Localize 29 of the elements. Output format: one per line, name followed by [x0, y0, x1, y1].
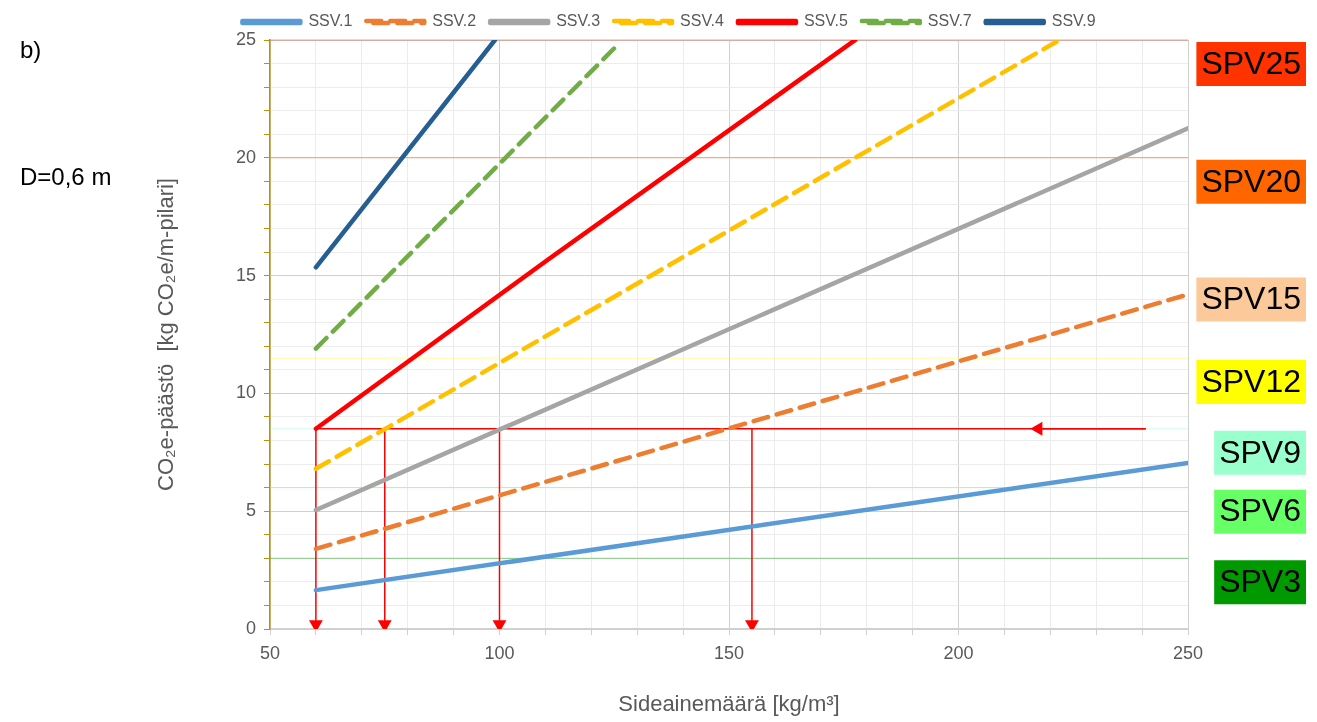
y-tick-label: 10 — [235, 382, 256, 403]
y-tick-label: 5 — [245, 500, 256, 521]
x-tick-label: 150 — [713, 642, 745, 663]
legend-label: SSV.4 — [680, 12, 725, 30]
legend-label: SSV.2 — [432, 12, 477, 30]
legend-label: SSV.1 — [308, 12, 353, 30]
legend-label: SSV.3 — [556, 12, 601, 30]
y-axis-title: CO₂e-päästö [kg CO₂e/m-pilari] — [153, 178, 179, 491]
ref-line-label: SPV25 — [1201, 44, 1301, 81]
ref-line-label: SPV9 — [1219, 433, 1301, 470]
legend-label: SSV.9 — [1051, 12, 1096, 30]
text: D=0,6 m — [20, 163, 112, 191]
y-tick-label: 0 — [245, 617, 256, 638]
x-tick-label: 200 — [943, 642, 974, 663]
x-tick-label: 50 — [259, 642, 281, 663]
y-tick-label: 20 — [235, 146, 256, 167]
x-tick-label: 100 — [484, 642, 515, 663]
ref-line-label: SPV6 — [1219, 492, 1301, 529]
ref-line-label: SPV20 — [1201, 162, 1301, 199]
x-axis-title: Sideainemäärä [kg/m³] — [618, 690, 840, 716]
ref-line-label: SPV12 — [1201, 362, 1301, 399]
y-tick-label: 25 — [235, 28, 256, 49]
y-tick-label: 15 — [235, 264, 256, 285]
text: b) — [20, 36, 42, 64]
ref-line-label: SPV3 — [1219, 563, 1301, 600]
x-tick-label: 250 — [1172, 642, 1204, 663]
ref-line-label: SPV15 — [1201, 280, 1301, 317]
legend-label: SSV.5 — [803, 12, 848, 30]
legend-label: SSV.7 — [927, 12, 972, 30]
